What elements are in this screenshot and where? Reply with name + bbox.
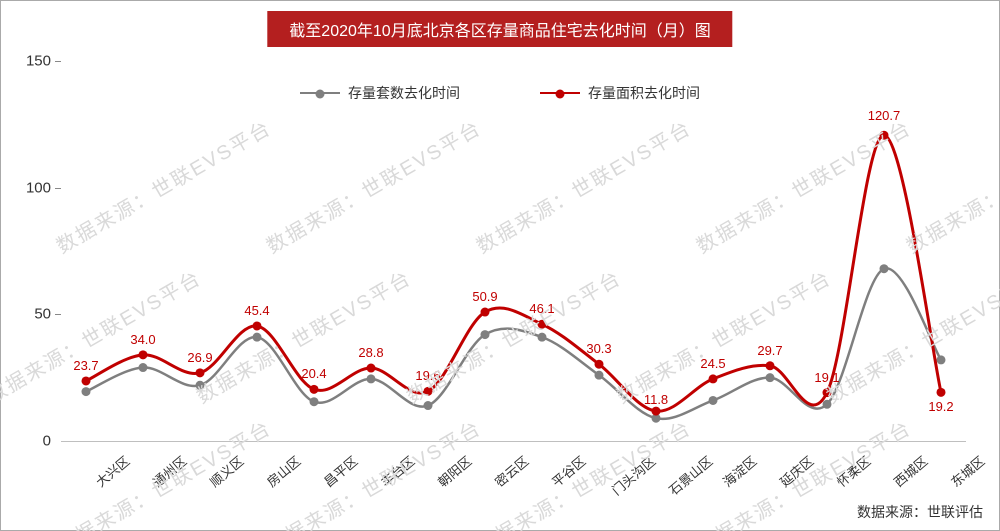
series-marker: [538, 333, 547, 342]
data-label: 30.3: [586, 341, 611, 356]
chart-container: 截至2020年10月底北京各区存量商品住宅去化时间（月）图 存量套数去化时间 存…: [0, 0, 1000, 531]
series-marker: [766, 373, 775, 382]
series-line-1: [86, 135, 941, 411]
data-label: 19.6: [415, 368, 440, 383]
series-marker: [823, 400, 832, 409]
series-marker: [880, 264, 889, 273]
series-marker: [709, 396, 718, 405]
series-marker: [310, 397, 319, 406]
x-axis-label: 昌平区: [319, 451, 361, 491]
data-label: 29.7: [757, 343, 782, 358]
series-marker: [652, 407, 661, 416]
series-marker: [595, 371, 604, 380]
series-marker: [481, 330, 490, 339]
series-marker: [424, 401, 433, 410]
x-axis-label: 门头沟区: [607, 451, 659, 499]
series-marker: [538, 320, 547, 329]
x-axis-label: 石景山区: [664, 451, 716, 499]
y-axis-label: 0: [11, 433, 51, 450]
series-marker: [424, 387, 433, 396]
y-axis-label: 50: [11, 306, 51, 323]
data-label: 23.7: [73, 358, 98, 373]
x-axis-label: 怀柔区: [832, 451, 874, 491]
series-marker: [82, 376, 91, 385]
series-marker: [139, 350, 148, 359]
data-label: 50.9: [472, 289, 497, 304]
series-marker: [253, 333, 262, 342]
data-label: 46.1: [529, 301, 554, 316]
series-marker: [880, 131, 889, 140]
plot-area: 050100150大兴区通州区顺义区房山区昌平区丰台区朝阳区密云区平谷区门头沟区…: [61, 61, 966, 441]
series-marker: [367, 364, 376, 373]
x-axis-label: 房山区: [262, 451, 304, 491]
series-marker: [196, 381, 205, 390]
series-marker: [253, 321, 262, 330]
series-marker: [310, 385, 319, 394]
x-axis-label: 海淀区: [718, 451, 760, 491]
x-axis-label: 西城区: [889, 451, 931, 491]
series-line-0: [86, 268, 941, 419]
series-marker: [937, 388, 946, 397]
series-marker: [937, 355, 946, 364]
x-axis-label: 东城区: [946, 451, 988, 491]
data-label: 20.4: [301, 366, 326, 381]
series-marker: [139, 363, 148, 372]
data-label: 24.5: [700, 356, 725, 371]
x-axis-label: 大兴区: [91, 451, 133, 491]
data-label: 120.7: [868, 108, 901, 123]
series-marker: [595, 360, 604, 369]
series-marker: [82, 387, 91, 396]
data-label: 19.2: [928, 399, 953, 414]
x-axis-label: 丰台区: [376, 451, 418, 491]
data-label: 26.9: [187, 350, 212, 365]
x-axis-label: 密云区: [490, 451, 532, 491]
series-marker: [823, 388, 832, 397]
y-axis-label: 150: [11, 53, 51, 70]
chart-title: 截至2020年10月底北京各区存量商品住宅去化时间（月）图: [267, 11, 732, 47]
series-marker: [367, 374, 376, 383]
x-axis-label: 平谷区: [547, 451, 589, 491]
data-label: 45.4: [244, 303, 269, 318]
data-label: 28.8: [358, 345, 383, 360]
x-axis-label: 朝阳区: [433, 451, 475, 491]
data-label: 11.8: [644, 392, 668, 407]
series-marker: [481, 308, 490, 317]
data-source-label: 数据来源：世联评估: [857, 502, 983, 522]
x-axis-label: 通州区: [148, 451, 190, 491]
x-axis-label: 延庆区: [775, 451, 817, 491]
data-label: 19.1: [814, 370, 839, 385]
series-marker: [709, 374, 718, 383]
series-marker: [196, 368, 205, 377]
y-axis-label: 100: [11, 179, 51, 196]
series-marker: [766, 361, 775, 370]
x-axis-label: 顺义区: [205, 451, 247, 491]
data-label: 34.0: [130, 332, 155, 347]
